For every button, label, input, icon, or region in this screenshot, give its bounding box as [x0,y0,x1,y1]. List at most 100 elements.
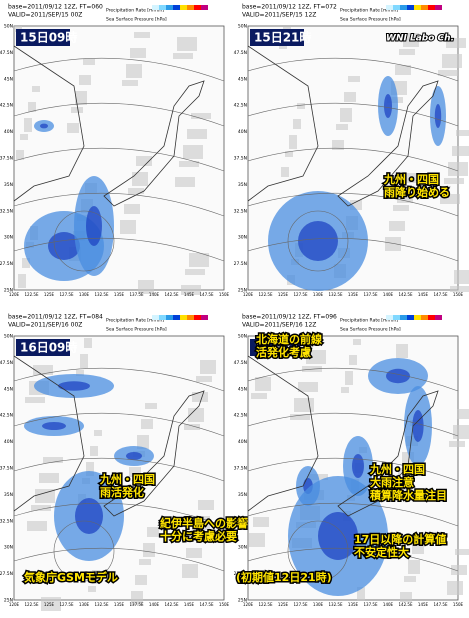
lat-label: 37.5N [0,156,13,162]
rain-light [457,409,469,419]
rain-light [181,285,201,295]
lat-label: 37.5N [234,466,247,472]
legend-swatch [421,5,428,10]
lon-label: 147.5E [200,292,214,297]
typhoon-isobar [53,520,115,582]
annotation: 積算降水量注目 [369,488,447,502]
rain-light [24,118,32,132]
rain-light [453,425,469,439]
lon-label: 140E [383,292,394,297]
lat-label: 35N [238,492,247,498]
annotation: 九州・四国 [99,472,155,486]
lat-label: 27.5N [234,261,247,267]
rain-light [393,205,409,211]
rain-light [349,355,357,365]
lon-label: 120E [9,292,20,297]
lat-label: 27.5N [234,571,247,577]
lat-label: 35N [4,182,13,188]
rain-light [190,532,206,538]
lon-label: 130E [79,292,90,297]
lon-label: 125E [44,602,55,607]
rain-light [31,505,51,511]
rain-light [289,135,297,149]
lat-label: 25N [238,288,247,294]
annotation: 紀伊半島への影響 [160,516,248,530]
rain-light [396,344,408,358]
rain-core [412,410,424,442]
rain-light [126,64,142,78]
rain-light [408,560,420,574]
rain-light [200,360,216,374]
rain-light [183,145,203,159]
rain-light [27,521,47,531]
rain-light [94,430,102,436]
rain-core [48,232,80,260]
rain-core [86,206,102,246]
lon-label: 135E [114,602,125,607]
rain-light [71,107,83,113]
rain-light [357,587,365,601]
lon-label: 145E [418,292,429,297]
rain-core [42,422,66,430]
lat-label: 35N [238,182,247,188]
isobar [247,237,459,262]
isobar [247,102,459,127]
rain-light [33,365,53,375]
lon-label: 125E [278,602,289,607]
rain-light [397,189,413,203]
rain-light [145,403,157,409]
rain-light [173,53,193,59]
rain-light [122,80,138,86]
rain-light [75,91,87,105]
lat-label: 40N [4,129,13,135]
rain-light [136,156,152,166]
rain-light [32,86,40,92]
rain-light [138,280,154,294]
rain-light [394,484,406,494]
rain-core [318,512,358,560]
annotation: 北海道の前線 [256,332,322,346]
legend-swatch [428,315,435,320]
base-label: base=2011/09/12 12Z, FT=084 [8,314,103,321]
lon-label: 130E [313,292,324,297]
isobar [247,192,459,217]
rain-light [450,286,469,292]
legend-swatch [414,5,421,10]
rain-core [40,123,48,129]
valid-label: VALID=2011/SEP/15 12Z [242,12,316,19]
watermark: WNI Labo Ch. [386,34,454,44]
rain-light [187,129,207,139]
lat-label: 42.5N [234,413,247,419]
time-label: 16日09時 [20,340,77,355]
lon-label: 120E [9,602,20,607]
isobar [13,102,225,127]
legend-swatch [407,5,414,10]
base-label: base=2011/09/12 12Z, FT=060 [8,4,103,11]
rain-light [336,124,348,130]
lat-label: 40N [238,439,247,445]
lat-label: 50N [238,24,247,30]
lon-label: 145E [184,292,195,297]
lon-label: 122.5E [259,292,273,297]
isobar [247,57,459,82]
rain-light [452,146,469,156]
lat-label: 30N [4,545,13,551]
annotation: 大雨注意 [370,475,414,489]
lat-label: 50N [4,24,13,30]
lon-label: 142.5E [165,292,179,297]
legend-swatch [201,315,208,320]
rain-light [186,548,202,558]
rain-light [249,533,265,547]
lon-label: 147.5E [200,602,214,607]
rain-light [189,253,209,267]
coastline [247,355,439,517]
rain-light [80,354,88,368]
annotation: 不安定性大 [354,545,409,559]
lat-label: 45N [4,76,13,82]
rain-light [400,592,412,602]
rain-light [294,398,314,412]
legend-swatch [173,5,180,10]
rain-light [198,500,214,510]
rain-light [348,76,360,82]
rain-light [132,172,148,186]
